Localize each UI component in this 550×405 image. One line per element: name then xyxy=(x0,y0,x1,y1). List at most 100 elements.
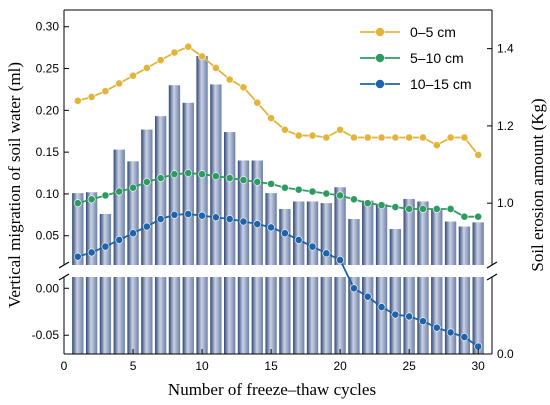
series-point xyxy=(336,125,345,134)
bar-lower xyxy=(113,277,125,354)
series-point xyxy=(281,183,289,192)
series-point xyxy=(377,201,386,210)
series-point xyxy=(170,48,179,57)
y-left-tick-label: 0.10 xyxy=(36,187,60,201)
series-point xyxy=(446,328,455,337)
legend-marker xyxy=(375,79,385,89)
series-point xyxy=(322,189,331,198)
series-point xyxy=(142,222,151,231)
bar-lower xyxy=(72,277,84,354)
bar-lower xyxy=(334,277,346,354)
bar xyxy=(362,200,374,265)
series-point xyxy=(184,42,193,51)
y-left-tick-label: 0.30 xyxy=(36,20,60,34)
bar-lower xyxy=(210,277,222,354)
series-point xyxy=(350,195,358,204)
series-point xyxy=(101,87,110,96)
series-point xyxy=(253,98,262,107)
bar-lower xyxy=(458,277,471,354)
series-point xyxy=(198,52,206,61)
series-point xyxy=(129,183,137,192)
series-point xyxy=(267,223,275,232)
series-point xyxy=(198,170,206,179)
series-point xyxy=(363,292,372,301)
series-point xyxy=(115,79,124,88)
bar-lower xyxy=(224,277,236,354)
series-point xyxy=(211,64,220,72)
series-point xyxy=(253,220,262,228)
bar xyxy=(417,201,429,265)
bar xyxy=(99,214,112,265)
axis-break-mark xyxy=(58,273,70,281)
bar xyxy=(334,187,346,265)
series-point xyxy=(267,114,275,123)
bar-lower xyxy=(472,277,484,354)
series-point xyxy=(391,203,400,211)
series-point xyxy=(294,131,303,140)
series-point xyxy=(156,174,165,182)
series-point xyxy=(432,323,441,332)
series-lines xyxy=(73,42,483,351)
bar xyxy=(431,208,443,265)
y-right-tick-label: 1.0 xyxy=(497,196,514,210)
series-point xyxy=(225,215,234,223)
bar xyxy=(251,160,263,265)
series-point xyxy=(308,242,317,251)
series-point xyxy=(211,172,220,181)
bar-lower xyxy=(237,277,250,354)
x-tick-label: 0 xyxy=(61,359,68,373)
bar-lower xyxy=(348,277,360,354)
x-axis-title: Number of freeze–thaw cycles xyxy=(168,380,376,399)
series-point xyxy=(308,187,317,196)
series-point xyxy=(350,133,358,142)
series-point xyxy=(267,179,275,188)
series-point xyxy=(377,303,386,311)
bar-lower xyxy=(444,277,457,354)
series-point xyxy=(350,284,358,293)
bar xyxy=(237,160,250,265)
bar xyxy=(375,203,388,265)
x-tick-label: 20 xyxy=(333,359,347,373)
series-point xyxy=(129,71,137,80)
series-point xyxy=(419,133,427,142)
series-point xyxy=(239,217,248,226)
bar-lower xyxy=(293,277,305,354)
y-right-tick-label: 1.4 xyxy=(497,42,514,56)
series-point xyxy=(460,333,469,341)
series-point xyxy=(405,312,414,321)
series-point xyxy=(363,133,372,142)
bar xyxy=(403,198,415,265)
bar xyxy=(182,102,194,265)
series-point xyxy=(281,125,289,134)
series-point xyxy=(281,229,289,238)
series-point xyxy=(156,215,165,223)
bar xyxy=(224,132,236,265)
bar xyxy=(348,219,360,265)
bar-lower xyxy=(251,277,263,354)
bar xyxy=(154,116,167,265)
bar xyxy=(196,55,208,265)
legend-label: 5–10 cm xyxy=(410,50,464,66)
bar-lower xyxy=(279,277,291,354)
series-point xyxy=(363,199,372,208)
series-point xyxy=(73,199,82,208)
y-left-tick-label: 0.20 xyxy=(36,103,60,117)
bar xyxy=(472,222,484,265)
bar-lower xyxy=(168,277,181,354)
y-left-tick-label: 0.00 xyxy=(36,281,60,295)
series-point xyxy=(322,249,331,258)
series-point xyxy=(184,169,193,177)
x-tick-label: 5 xyxy=(130,359,137,373)
series-point xyxy=(225,75,234,84)
series-point xyxy=(142,64,151,72)
bar-lower xyxy=(362,277,374,354)
bar xyxy=(141,129,153,265)
bar-lower xyxy=(320,277,332,354)
bar xyxy=(127,161,139,265)
bar xyxy=(320,203,332,265)
series-point xyxy=(322,133,331,142)
series-point xyxy=(419,205,427,213)
series-point xyxy=(460,212,469,221)
left-axis-title: Vertical migration of soil water (ml) xyxy=(5,62,24,308)
series-point xyxy=(391,133,400,142)
